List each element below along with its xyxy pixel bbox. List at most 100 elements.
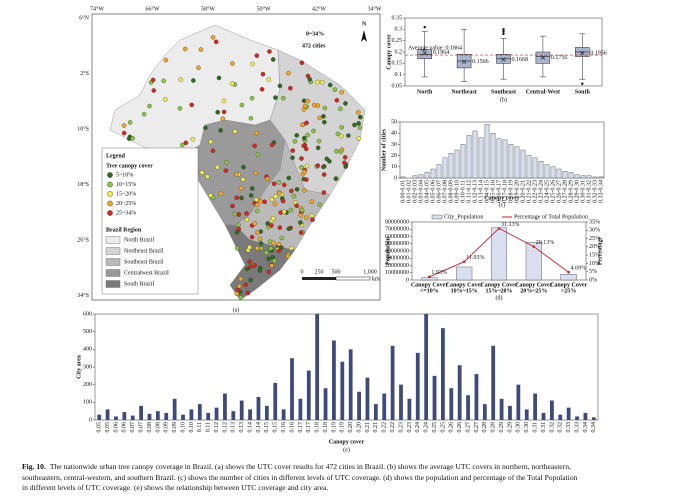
x-tick-label: 0.16	[289, 422, 295, 433]
bar	[382, 393, 387, 420]
city-dot	[243, 282, 248, 287]
x-tick-label: 0.25	[432, 422, 438, 433]
city-dot	[286, 226, 292, 232]
y-tick-label: 0.3	[395, 27, 403, 33]
city-dot	[339, 133, 344, 139]
city-dot	[289, 245, 294, 251]
y-tick-label: 100	[83, 400, 92, 406]
city-dot	[221, 98, 227, 104]
mean-marker	[461, 59, 467, 65]
bar	[442, 157, 448, 179]
bar	[598, 176, 604, 179]
city-dot	[269, 197, 275, 202]
x-tick-label: 0.05-0.06	[430, 180, 436, 203]
x-tick-label: 0.21	[365, 422, 371, 433]
x-tick-label: 0.34	[591, 422, 597, 433]
x-tick-label: Canopy Cover	[550, 282, 588, 288]
y2-tick-label: 0%	[589, 277, 597, 283]
city-dot	[286, 70, 291, 76]
x-axis-label: Canopy cover	[329, 439, 365, 445]
bar	[441, 328, 445, 420]
mean-label: 0.1566	[472, 59, 489, 65]
bar	[418, 174, 424, 179]
x-tick-label: 0.34	[583, 422, 589, 433]
y2-tick-label: 35%	[589, 219, 600, 225]
city-dot	[190, 136, 196, 142]
x-tick-label: 0.11-0.12	[466, 180, 472, 203]
y-tick-label: 60000000	[385, 234, 409, 240]
city-dot	[300, 122, 305, 128]
city-dot	[130, 136, 135, 141]
city-dot	[258, 241, 264, 246]
x-tick-label: South	[575, 89, 591, 95]
legend-swatch	[107, 200, 113, 207]
outlier	[502, 32, 505, 36]
y-tick-label: 0.15	[392, 61, 403, 67]
bar	[306, 370, 311, 420]
city-dot	[234, 291, 240, 297]
x-tick-label: 0.25-0.26	[550, 180, 556, 203]
caption-line: Fig. 10. The nationwide urban tree canopy…	[22, 462, 662, 473]
bar	[323, 388, 328, 420]
city-dot	[273, 95, 278, 100]
x-tick-label: 0.33-0.34	[598, 180, 604, 203]
x-tick-label: 0.10-0.11	[460, 180, 466, 203]
value-label: 4.69%	[571, 266, 587, 272]
x-tick-label: 10%~15%	[451, 288, 478, 294]
city-dot	[249, 186, 255, 191]
x-tick-label: 0.22	[390, 422, 396, 433]
city-dot	[304, 120, 309, 126]
x-tick-label: 0.30-0.31	[580, 180, 586, 203]
panel-label: (e)	[343, 446, 350, 453]
legend-title: Legend	[106, 153, 126, 159]
y-tick-label: 0.2	[395, 49, 403, 55]
mean-marker	[580, 50, 585, 56]
x-tick-label: 0.09	[164, 422, 170, 433]
bar	[562, 171, 568, 179]
city-dot	[234, 230, 240, 235]
lat-label: 34°S	[77, 292, 89, 299]
city-dot	[253, 170, 258, 176]
city-dot	[311, 102, 317, 108]
bar	[496, 138, 502, 179]
bar	[97, 414, 102, 420]
bar	[466, 135, 472, 179]
line-marker	[532, 245, 536, 248]
bar	[580, 175, 586, 179]
bar	[544, 164, 550, 179]
x-tick-label: 0.32	[549, 422, 555, 433]
city-dot	[299, 165, 304, 170]
bar	[424, 172, 430, 179]
city-dot	[208, 193, 213, 198]
y-tick-label: 0.1	[395, 72, 403, 78]
panel-label: (d)	[496, 294, 503, 301]
city-dot	[332, 87, 338, 92]
city-dot	[239, 195, 244, 201]
cover-title: Tree canopy cover	[106, 163, 153, 169]
x-tick-label: 0.20-0.21	[520, 180, 526, 203]
caption-text: The nationwide urban tree canopy coverag…	[49, 462, 571, 471]
bar	[538, 160, 544, 179]
x-tick-label: 0.28	[491, 422, 497, 433]
city-dot	[250, 61, 255, 67]
region-label: North Brazil	[124, 237, 154, 243]
bar	[558, 414, 563, 420]
city-dot	[221, 109, 227, 115]
line-marker	[497, 227, 501, 230]
x-tick-label: 0.28	[482, 422, 488, 433]
city-dot	[191, 78, 196, 83]
city-dot	[255, 152, 261, 157]
x-tick-label: 0.29-0.30	[574, 180, 580, 203]
x-tick-label: 0.24	[415, 422, 421, 433]
city-dot	[302, 188, 307, 193]
city-dot	[254, 130, 260, 136]
x-tick-label: 0.17-0.18	[502, 180, 508, 203]
y-axis-label: City area	[76, 355, 82, 379]
bar	[407, 398, 412, 420]
city-dot	[245, 290, 251, 296]
bar	[273, 382, 278, 420]
city-dot	[322, 119, 327, 125]
x-tick-label: 0.21	[373, 422, 379, 433]
city-dot	[247, 244, 252, 250]
